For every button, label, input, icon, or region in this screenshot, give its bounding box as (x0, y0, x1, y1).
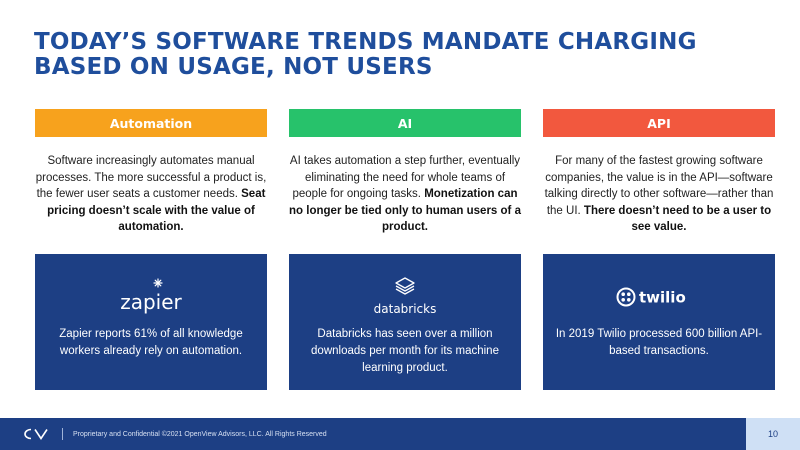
description-text: AI takes automation a step further, even… (289, 155, 521, 200)
column-description-api: For many of the fastest growing software… (543, 153, 775, 236)
slide-title-line-2: BASED ON USAGE, NOT USERS (34, 54, 433, 80)
svg-text:twilio: twilio (639, 289, 686, 307)
description-text: For many of the fastest growing software… (544, 155, 774, 217)
column-description-automation: Software increasingly automates manual p… (35, 153, 267, 236)
description-emphasis: Monetization can no longer be tied only … (289, 188, 521, 233)
openview-logo (20, 427, 50, 441)
svg-text:zapier: zapier (120, 290, 182, 314)
slide-footer: Proprietary and Confidential ©2021 OpenV… (0, 418, 800, 450)
twilio-logo-icon: twilio (616, 287, 686, 307)
description-emphasis: Seat pricing doesn’t scale with the valu… (47, 188, 266, 233)
openview-logo-icon (24, 428, 48, 440)
column-header-api: API (543, 109, 775, 137)
card-text-zapier: Zapier reports 61% of all knowledge work… (59, 328, 243, 357)
column-ai: AI AI takes automation a step further, e… (289, 109, 521, 236)
databricks-logo: databricks (289, 272, 521, 322)
svg-text:databricks: databricks (374, 302, 437, 316)
card-databricks: databricks Databricks has seen over a mi… (289, 254, 521, 390)
slide-title: TODAY’S SOFTWARE TRENDS MANDATE CHARGING… (34, 30, 774, 80)
card-text-databricks: Databricks has seen over a million downl… (311, 328, 499, 374)
footer-divider (62, 428, 63, 440)
column-header-ai: AI (289, 109, 521, 137)
column-description-ai: AI takes automation a step further, even… (289, 153, 521, 236)
card-text-twilio: In 2019 Twilio processed 600 billion API… (555, 328, 763, 357)
databricks-logo-icon: databricks (374, 277, 437, 316)
column-api: API For many of the fastest growing soft… (543, 109, 775, 236)
page-number: 10 (746, 418, 800, 450)
zapier-logo-icon: zapier (120, 278, 183, 314)
column-header-automation: Automation (35, 109, 267, 137)
footer-copyright: Proprietary and Confidential ©2021 OpenV… (73, 430, 327, 438)
slide-title-line-1: TODAY’S SOFTWARE TRENDS MANDATE CHARGING (34, 29, 697, 55)
description-emphasis: There doesn’t need to be a user to see v… (583, 204, 772, 234)
description-text: Software increasingly automates manual p… (35, 155, 267, 200)
card-twilio: twilio In 2019 Twilio processed 600 bill… (543, 254, 775, 390)
card-zapier: zapier Zapier reports 61% of all knowled… (35, 254, 267, 390)
zapier-logo: zapier (35, 272, 267, 322)
column-automation: Automation Software increasingly automat… (35, 109, 267, 236)
twilio-logo: twilio (543, 272, 775, 322)
